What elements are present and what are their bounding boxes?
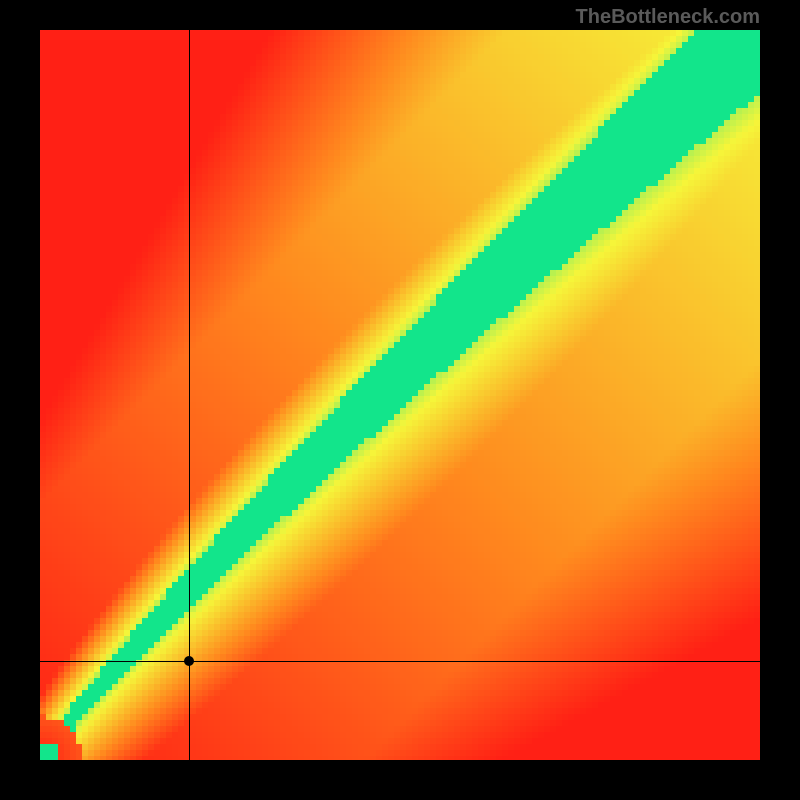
crosshair-marker bbox=[184, 656, 194, 666]
heatmap-canvas bbox=[40, 30, 760, 760]
bottleneck-heatmap bbox=[40, 30, 760, 760]
watermark-text: TheBottleneck.com bbox=[576, 6, 760, 29]
crosshair-vertical bbox=[189, 30, 190, 760]
crosshair-horizontal bbox=[40, 661, 760, 662]
